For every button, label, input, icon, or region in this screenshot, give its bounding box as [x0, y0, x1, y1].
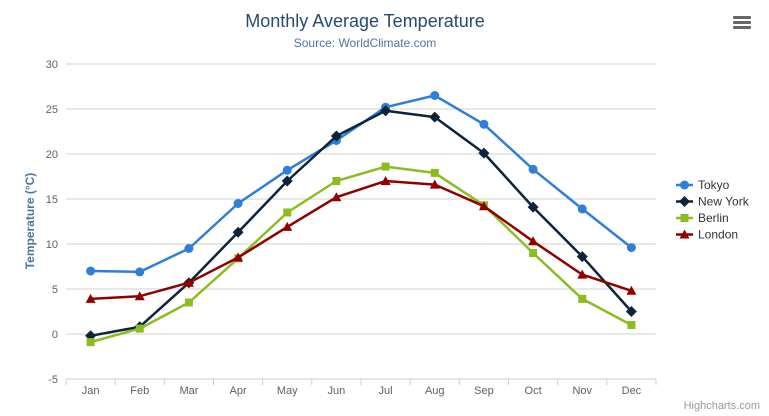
- circle-marker[interactable]: [233, 199, 243, 208]
- triangle-marker[interactable]: [85, 293, 96, 303]
- triangle-marker: [679, 229, 690, 239]
- circle-marker[interactable]: [528, 164, 538, 174]
- diamond-marker: [679, 196, 690, 207]
- y-axis-label: 15: [46, 194, 58, 206]
- hamburger-icon: [733, 16, 751, 19]
- diamond-marker[interactable]: [232, 226, 244, 238]
- circle-marker: [680, 180, 689, 190]
- triangle-marker[interactable]: [577, 269, 588, 279]
- square-marker[interactable]: [332, 177, 341, 185]
- legend-label: London: [698, 228, 738, 242]
- y-axis-label: 0: [52, 329, 58, 341]
- triangle-marker[interactable]: [429, 179, 440, 189]
- square-marker[interactable]: [283, 208, 292, 217]
- square-marker[interactable]: [86, 338, 95, 347]
- circle-marker[interactable]: [282, 165, 292, 175]
- triangle-marker[interactable]: [331, 192, 342, 202]
- circle-marker[interactable]: [86, 266, 96, 276]
- y-axis-label: 25: [46, 104, 58, 116]
- square-marker[interactable]: [627, 321, 636, 329]
- square-marker[interactable]: [578, 294, 587, 303]
- series-line-london[interactable]: [89, 179, 633, 301]
- triangle-marker[interactable]: [380, 176, 391, 185]
- diamond-marker[interactable]: [330, 130, 342, 142]
- x-axis-label: Jun: [328, 385, 346, 397]
- x-axis-label: Apr: [230, 385, 247, 397]
- triangle-marker[interactable]: [478, 201, 489, 211]
- x-axis-label: Jan: [82, 385, 100, 397]
- diamond-marker[interactable]: [478, 147, 490, 159]
- diamond-marker[interactable]: [527, 201, 539, 213]
- circle-marker[interactable]: [577, 204, 587, 214]
- square-marker[interactable]: [184, 298, 193, 307]
- circle-marker[interactable]: [479, 119, 489, 129]
- circle-marker[interactable]: [626, 243, 636, 253]
- legend-item-london[interactable]: London: [676, 228, 738, 242]
- series-new-york[interactable]: [85, 105, 637, 342]
- chart-menu-button[interactable]: [732, 16, 752, 31]
- circle-marker[interactable]: [430, 91, 440, 100]
- triangle-marker[interactable]: [183, 277, 194, 287]
- diamond-marker[interactable]: [625, 306, 637, 317]
- triangle-marker[interactable]: [282, 221, 293, 231]
- y-axis-label: 10: [46, 239, 58, 251]
- x-axis-label: Jul: [379, 385, 393, 397]
- legend-item-berlin[interactable]: Berlin: [676, 211, 729, 225]
- square-marker[interactable]: [430, 168, 439, 177]
- x-axis-label: Dec: [622, 385, 642, 397]
- legend-item-new-york[interactable]: New York: [676, 195, 750, 209]
- series-line-tokyo[interactable]: [89, 94, 633, 274]
- diamond-marker[interactable]: [281, 175, 293, 187]
- series-line-new-york[interactable]: [89, 109, 633, 338]
- chart-subtitle: Source: WorldClimate.com: [293, 36, 437, 50]
- square-marker[interactable]: [381, 162, 390, 171]
- chart-title: Monthly Average Temperature: [245, 11, 485, 31]
- triangle-marker[interactable]: [134, 291, 145, 301]
- y-axis-label: -5: [48, 374, 58, 386]
- legend-label: Berlin: [698, 211, 729, 225]
- hamburger-icon: [733, 26, 751, 29]
- y-axis-label: 20: [46, 149, 58, 161]
- x-axis-label: Oct: [525, 385, 542, 397]
- legend-label: New York: [698, 195, 750, 209]
- triangle-marker[interactable]: [233, 252, 244, 262]
- series-tokyo[interactable]: [86, 91, 636, 277]
- series-london[interactable]: [85, 176, 637, 303]
- x-axis-label: Sep: [474, 385, 494, 397]
- square-marker: [680, 214, 689, 222]
- legend-label: Tokyo: [698, 178, 730, 192]
- highcharts-credit[interactable]: Highcharts.com: [683, 400, 760, 412]
- x-axis-label: Mar: [179, 385, 198, 397]
- triangle-marker[interactable]: [626, 285, 637, 295]
- x-axis-label: May: [277, 385, 298, 397]
- legend-item-tokyo[interactable]: Tokyo: [676, 178, 730, 192]
- triangle-marker[interactable]: [528, 236, 539, 246]
- square-marker[interactable]: [135, 324, 144, 333]
- x-axis-label: Aug: [425, 385, 445, 397]
- y-axis-label: 5: [52, 284, 58, 296]
- y-axis-label: 30: [46, 59, 58, 71]
- x-axis-label: Nov: [572, 385, 592, 397]
- diamond-marker[interactable]: [380, 105, 392, 117]
- square-marker[interactable]: [529, 249, 538, 257]
- diamond-marker[interactable]: [429, 111, 441, 123]
- circle-marker[interactable]: [135, 267, 145, 277]
- series-line-berlin[interactable]: [89, 165, 633, 344]
- diamond-marker[interactable]: [576, 251, 588, 263]
- circle-marker[interactable]: [184, 244, 194, 253]
- hamburger-icon: [733, 21, 751, 24]
- x-axis-label: Feb: [130, 385, 149, 397]
